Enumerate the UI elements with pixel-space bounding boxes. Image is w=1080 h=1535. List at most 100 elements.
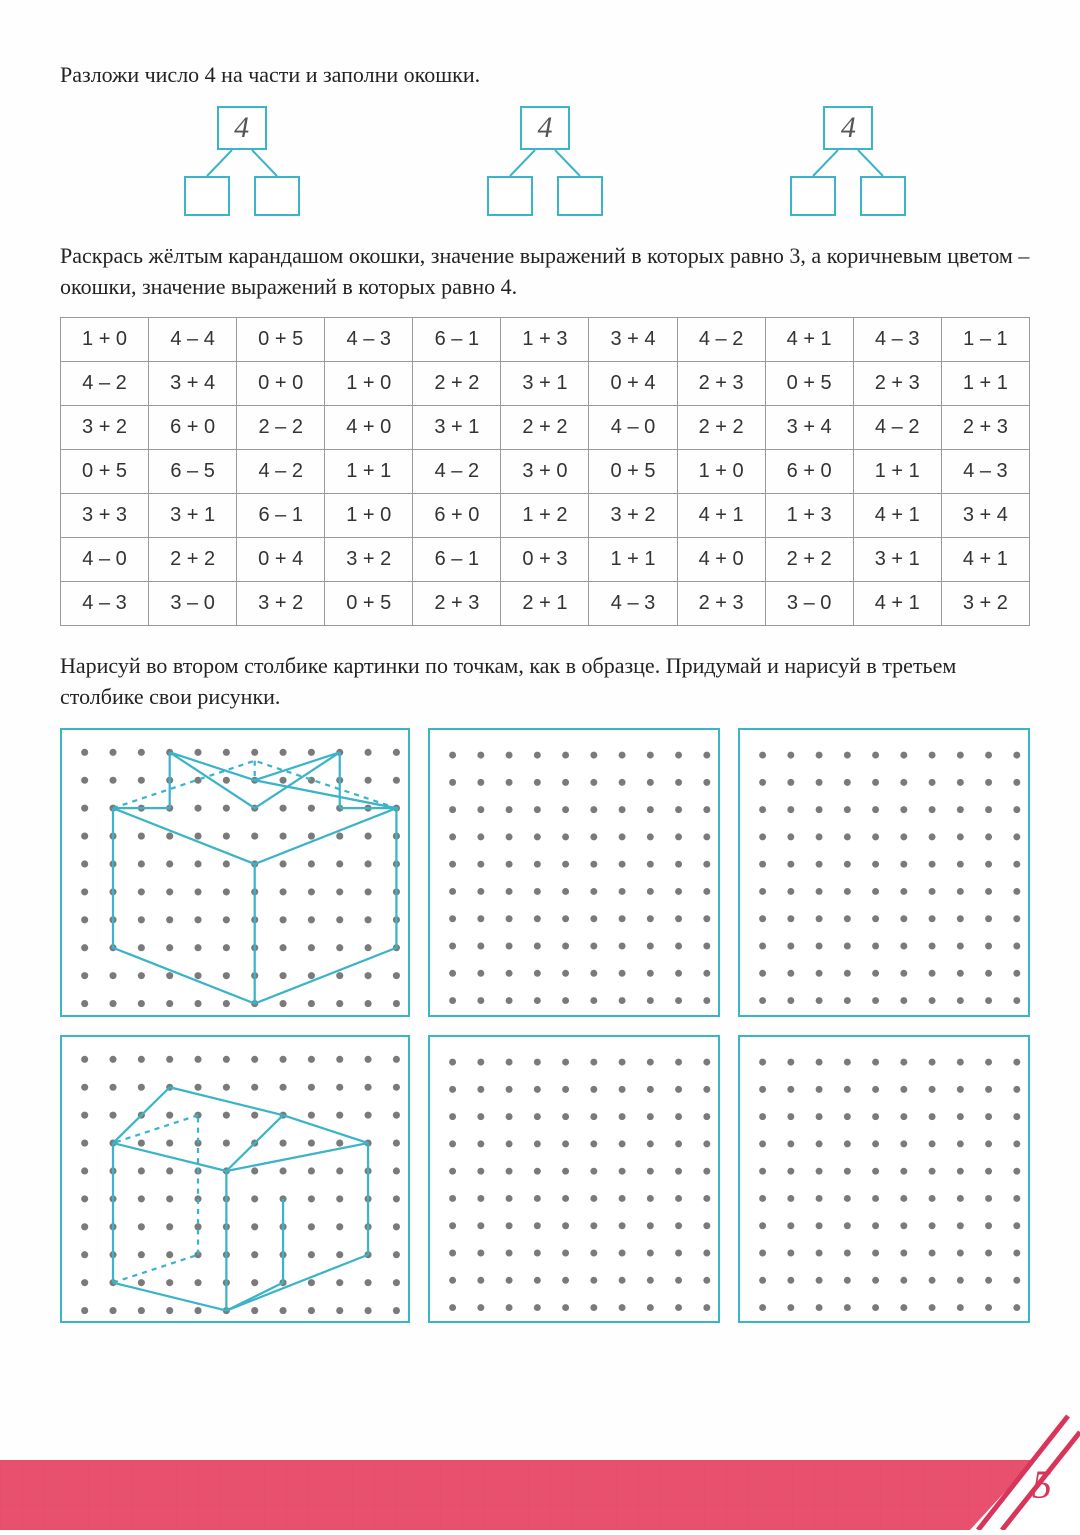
grid-2-2[interactable]	[428, 1035, 720, 1324]
expression-cell[interactable]: 1 – 1	[941, 318, 1029, 362]
expression-cell[interactable]: 1 + 0	[325, 362, 413, 406]
expression-cell[interactable]: 3 + 2	[589, 494, 677, 538]
tree-2: 4	[475, 106, 615, 216]
expression-cell[interactable]: 3 + 0	[501, 450, 589, 494]
grid-2-3[interactable]	[738, 1035, 1030, 1324]
grid-1-3[interactable]	[738, 728, 1030, 1017]
expression-cell[interactable]: 2 + 3	[941, 406, 1029, 450]
expression-cell[interactable]: 4 – 2	[413, 450, 501, 494]
expression-cell[interactable]: 3 + 2	[325, 538, 413, 582]
expression-cell[interactable]: 4 + 1	[677, 494, 765, 538]
expression-cell[interactable]: 3 + 1	[853, 538, 941, 582]
expression-cell[interactable]: 2 + 2	[413, 362, 501, 406]
expression-cell[interactable]: 3 – 0	[765, 582, 853, 626]
expression-cell[interactable]: 1 + 0	[325, 494, 413, 538]
expression-cell[interactable]: 2 + 3	[677, 362, 765, 406]
expression-cell[interactable]: 4 – 2	[853, 406, 941, 450]
expression-cell[interactable]: 4 – 3	[941, 450, 1029, 494]
expression-cell[interactable]: 2 + 2	[677, 406, 765, 450]
expression-cell[interactable]: 1 + 1	[853, 450, 941, 494]
tree-right-box[interactable]	[557, 176, 603, 216]
page-number: 5	[1032, 1461, 1052, 1508]
expression-cell[interactable]: 4 – 3	[589, 582, 677, 626]
tree-top-box: 4	[520, 106, 570, 150]
expression-cell[interactable]: 4 – 2	[237, 450, 325, 494]
expression-cell[interactable]: 3 + 4	[765, 406, 853, 450]
expression-cell[interactable]: 4 – 3	[61, 582, 149, 626]
expression-cell[interactable]: 3 + 2	[237, 582, 325, 626]
expression-cell[interactable]: 1 + 0	[677, 450, 765, 494]
expression-cell[interactable]: 1 + 1	[589, 538, 677, 582]
expression-cell[interactable]: 0 + 0	[237, 362, 325, 406]
expressions-table: 1 + 04 – 40 + 54 – 36 – 11 + 33 + 44 – 2…	[60, 317, 1030, 626]
tree-right-box[interactable]	[860, 176, 906, 216]
expression-cell[interactable]: 2 + 3	[413, 582, 501, 626]
expression-cell[interactable]: 6 – 5	[149, 450, 237, 494]
expression-cell[interactable]: 4 + 1	[853, 494, 941, 538]
grid-row-1	[60, 728, 1030, 1017]
expression-cell[interactable]: 4 + 1	[941, 538, 1029, 582]
expression-cell[interactable]: 6 + 0	[765, 450, 853, 494]
expression-cell[interactable]: 0 + 5	[765, 362, 853, 406]
expression-cell[interactable]: 4 – 4	[149, 318, 237, 362]
expression-cell[interactable]: 3 + 3	[61, 494, 149, 538]
expression-cell[interactable]: 3 + 1	[413, 406, 501, 450]
expression-cell[interactable]: 0 + 4	[237, 538, 325, 582]
expression-cell[interactable]: 3 – 0	[149, 582, 237, 626]
expression-cell[interactable]: 3 + 1	[149, 494, 237, 538]
expression-cell[interactable]: 2 – 2	[237, 406, 325, 450]
expression-cell[interactable]: 0 + 5	[237, 318, 325, 362]
expression-cell[interactable]: 6 + 0	[149, 406, 237, 450]
expression-cell[interactable]: 4 – 0	[61, 538, 149, 582]
expression-cell[interactable]: 0 + 3	[501, 538, 589, 582]
expression-cell[interactable]: 6 + 0	[413, 494, 501, 538]
task3-instruction: Нарисуй во втором столбике картинки по т…	[60, 651, 1030, 713]
decomposition-trees: 4 4 4	[60, 106, 1030, 216]
expression-cell[interactable]: 1 + 3	[501, 318, 589, 362]
expression-cell[interactable]: 2 + 2	[501, 406, 589, 450]
grid-1-1-example	[60, 728, 410, 1017]
expression-cell[interactable]: 0 + 5	[589, 450, 677, 494]
expression-cell[interactable]: 3 + 2	[61, 406, 149, 450]
expression-cell[interactable]: 1 + 1	[325, 450, 413, 494]
tree-left-box[interactable]	[790, 176, 836, 216]
expression-cell[interactable]: 1 + 1	[941, 362, 1029, 406]
expression-cell[interactable]: 1 + 3	[765, 494, 853, 538]
expression-cell[interactable]: 4 + 1	[853, 582, 941, 626]
tree-top-box: 4	[823, 106, 873, 150]
expression-cell[interactable]: 4 – 0	[589, 406, 677, 450]
expression-cell[interactable]: 3 + 4	[589, 318, 677, 362]
expression-cell[interactable]: 3 + 4	[941, 494, 1029, 538]
expression-cell[interactable]: 0 + 4	[589, 362, 677, 406]
expression-cell[interactable]: 3 + 4	[149, 362, 237, 406]
expression-cell[interactable]: 2 + 3	[853, 362, 941, 406]
tree-left-box[interactable]	[487, 176, 533, 216]
tree-right-box[interactable]	[254, 176, 300, 216]
expression-cell[interactable]: 2 + 1	[501, 582, 589, 626]
expression-cell[interactable]: 3 + 2	[941, 582, 1029, 626]
expression-cell[interactable]: 6 – 1	[413, 318, 501, 362]
expression-cell[interactable]: 0 + 5	[325, 582, 413, 626]
page-corner	[930, 1410, 1080, 1530]
expression-cell[interactable]: 2 + 2	[149, 538, 237, 582]
expression-cell[interactable]: 4 – 2	[61, 362, 149, 406]
expression-cell[interactable]: 4 – 2	[677, 318, 765, 362]
expression-cell[interactable]: 4 – 3	[325, 318, 413, 362]
tree-top-box: 4	[217, 106, 267, 150]
expression-cell[interactable]: 4 – 3	[853, 318, 941, 362]
expression-cell[interactable]: 6 – 1	[413, 538, 501, 582]
grid-1-2[interactable]	[428, 728, 720, 1017]
expression-cell[interactable]: 4 + 1	[765, 318, 853, 362]
expression-cell[interactable]: 2 + 3	[677, 582, 765, 626]
grid-row-2	[60, 1035, 1030, 1324]
expression-cell[interactable]: 4 + 0	[677, 538, 765, 582]
expression-cell[interactable]: 1 + 2	[501, 494, 589, 538]
footer-stripe	[0, 1460, 1080, 1530]
expression-cell[interactable]: 1 + 0	[61, 318, 149, 362]
tree-left-box[interactable]	[184, 176, 230, 216]
expression-cell[interactable]: 2 + 2	[765, 538, 853, 582]
expression-cell[interactable]: 0 + 5	[61, 450, 149, 494]
expression-cell[interactable]: 3 + 1	[501, 362, 589, 406]
expression-cell[interactable]: 6 – 1	[237, 494, 325, 538]
expression-cell[interactable]: 4 + 0	[325, 406, 413, 450]
